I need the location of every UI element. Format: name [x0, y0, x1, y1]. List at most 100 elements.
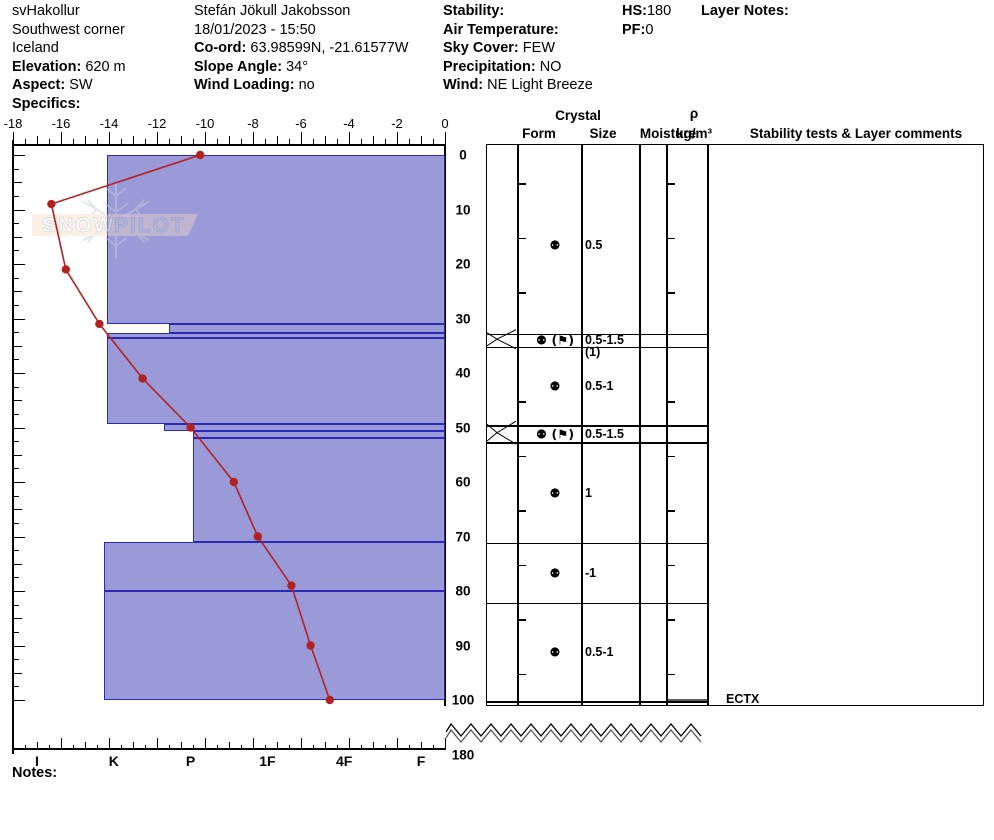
axis-tick — [121, 745, 122, 750]
header-column-conditions: Stability: Air Temperature: Sky Cover: F… — [443, 2, 619, 95]
column-tick — [668, 673, 675, 676]
column-tick — [668, 510, 675, 512]
snowpilot-watermark: SNOW PILOT — [28, 178, 208, 264]
column-tick — [519, 455, 526, 458]
profile-header: svHakollur Southwest corner Iceland Elev… — [0, 0, 994, 112]
depth-tick-label: 40 — [455, 365, 471, 381]
crystal-size-cell[interactable]: 0.5-1 — [585, 378, 614, 393]
axis-tick — [313, 139, 314, 145]
stability-tests-panel — [708, 144, 984, 706]
depth-tick — [14, 468, 19, 470]
column-tick — [668, 455, 675, 458]
wind-label: Wind: — [443, 77, 484, 94]
table-row-divider — [487, 425, 707, 427]
temperature-tick-label: -8 — [247, 116, 259, 131]
crystal-form-cell[interactable]: ⚉ (⚑) — [535, 426, 575, 442]
temperature-tick-label: -16 — [51, 116, 71, 131]
hardness-layer-bar[interactable] — [164, 424, 445, 431]
table-column-divider — [639, 145, 641, 705]
hardness-layer-bar[interactable] — [104, 541, 445, 591]
depth-tick — [14, 291, 22, 293]
hardness-layer-bar[interactable] — [193, 438, 445, 542]
plot-top-axis — [12, 144, 446, 146]
temperature-data-point[interactable] — [61, 265, 70, 274]
depth-tick-label: 20 — [455, 256, 471, 272]
crystal-form-cell[interactable]: ⚉ — [549, 644, 561, 660]
crystal-form-cell[interactable]: ⚉ — [549, 565, 561, 581]
hardness-layer-bar[interactable] — [104, 591, 445, 700]
crystal-size-cell[interactable]: 0.5-1 — [585, 644, 614, 659]
axis-tick — [181, 742, 182, 750]
elevation-value: 620 m — [85, 58, 126, 75]
axis-tick — [49, 139, 50, 145]
axis-tick — [433, 745, 434, 750]
axis-tick — [385, 139, 386, 145]
axis-tick — [73, 745, 74, 750]
crystal-form-cell[interactable]: ⚉ (⚑) — [535, 332, 575, 348]
axis-tick — [97, 745, 98, 750]
header-field: Stability: — [443, 2, 619, 21]
crystal-size-cell[interactable]: 0.5-1.5 — [585, 426, 624, 441]
header-field: Iceland — [12, 39, 192, 58]
header-field: Elevation: 620 m — [12, 58, 192, 77]
slope-angle-label: Slope Angle: — [194, 58, 283, 75]
column-tick — [519, 292, 526, 294]
depth-tick — [14, 591, 25, 592]
site-country: Iceland — [12, 40, 59, 57]
depth-tick — [14, 359, 19, 361]
depth-tick — [14, 413, 19, 415]
wind-loading-label: Wind Loading: — [194, 77, 295, 94]
crystal-form-cell[interactable]: ⚉ — [549, 237, 561, 253]
axis-tick — [313, 745, 314, 750]
axis-tick — [193, 745, 194, 750]
table-row-divider — [487, 346, 707, 349]
depth-tick — [14, 223, 19, 225]
column-tick — [519, 564, 526, 567]
depth-tick-label: 60 — [455, 474, 471, 490]
axis-tick — [349, 132, 350, 145]
depth-tick — [14, 522, 19, 524]
axis-tick — [73, 139, 74, 145]
crystal-size-cell[interactable]: 0.5-1.5 — [585, 333, 624, 348]
depth-tick — [14, 441, 19, 443]
axis-tick — [157, 738, 158, 750]
header-column-observer: Stefán Jökull Jakobsson 18/01/2023 - 15:… — [194, 2, 440, 95]
depth-tick — [14, 536, 25, 538]
axis-tick — [433, 139, 434, 145]
hs-label: HS: — [622, 3, 647, 19]
depth-tick — [14, 332, 19, 334]
depth-tick — [14, 386, 19, 388]
column-tick — [519, 619, 526, 621]
depth-tick-label: 90 — [455, 638, 471, 653]
axis-tick — [97, 139, 98, 145]
depth-tick — [14, 604, 19, 606]
temperature-data-point[interactable] — [95, 319, 104, 329]
axis-tick — [109, 132, 110, 145]
specifics-label: Specifics: — [12, 95, 81, 112]
crystal-size-cell[interactable]: 1 — [585, 485, 592, 500]
hardness-axis-labels: I K P 1F 4F F — [0, 753, 460, 773]
axis-tick — [289, 745, 290, 750]
hardness-layer-bar[interactable] — [106, 338, 445, 425]
crystal-size-secondary: (1) — [585, 345, 601, 360]
hardness-layer-bar[interactable] — [193, 430, 445, 439]
depth-tick — [14, 700, 25, 701]
axis-tick — [13, 132, 14, 145]
axis-tick — [229, 136, 230, 145]
axis-tick — [265, 745, 266, 750]
axis-tick — [169, 139, 170, 145]
stability-test-label: ECTX — [726, 692, 760, 706]
table-column-divider — [581, 145, 583, 705]
crystal-size-cell[interactable]: 0.5 — [585, 237, 603, 252]
hardness-layer-bar[interactable] — [169, 323, 445, 333]
crystal-size-cell[interactable]: -1 — [585, 565, 597, 580]
axis-tick — [13, 738, 14, 750]
column-tick — [519, 237, 526, 240]
crystal-form-cell[interactable]: ⚉ — [549, 378, 561, 394]
depth-tick — [14, 550, 19, 552]
column-tick — [668, 564, 675, 567]
observer-name: Stefán Jökull Jakobsson — [194, 3, 351, 19]
hs-value: 180 — [646, 3, 672, 19]
crystal-form-cell[interactable]: ⚉ — [549, 485, 561, 501]
axis-tick — [361, 139, 362, 145]
